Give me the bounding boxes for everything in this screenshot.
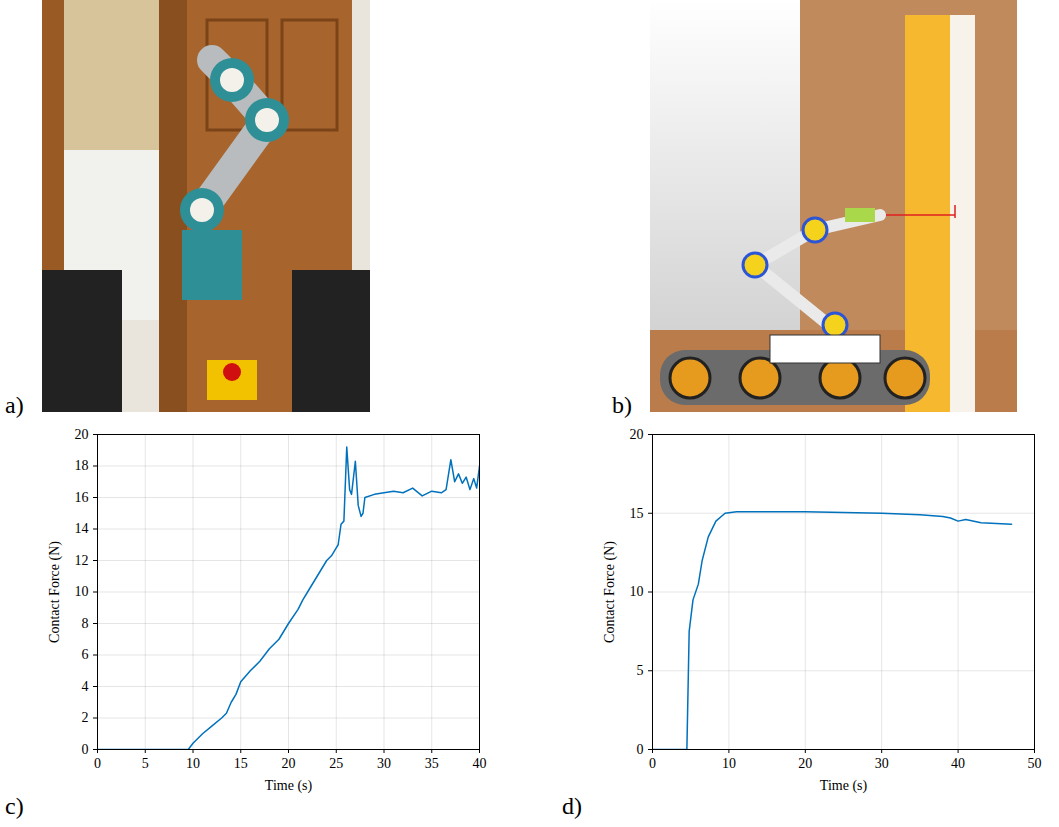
svg-text:12: 12 bbox=[75, 553, 89, 568]
svg-text:Time (s): Time (s) bbox=[265, 778, 313, 794]
svg-text:15: 15 bbox=[630, 506, 644, 521]
svg-text:5: 5 bbox=[142, 756, 149, 771]
svg-text:10: 10 bbox=[630, 584, 644, 599]
svg-text:15: 15 bbox=[234, 756, 248, 771]
svg-text:18: 18 bbox=[75, 458, 89, 473]
svg-text:0: 0 bbox=[94, 756, 101, 771]
html-text:a): a) bbox=[5, 392, 24, 418]
svg-text:20: 20 bbox=[798, 756, 812, 771]
svg-text:40: 40 bbox=[951, 756, 965, 771]
svg-text:0: 0 bbox=[637, 742, 644, 757]
svg-text:20: 20 bbox=[282, 756, 296, 771]
svg-text:30: 30 bbox=[377, 756, 391, 771]
svg-text:25: 25 bbox=[329, 756, 343, 771]
svg-text:2: 2 bbox=[82, 710, 89, 725]
svg-text:10: 10 bbox=[722, 756, 736, 771]
svg-text:30: 30 bbox=[875, 756, 889, 771]
html-text:d): d) bbox=[562, 793, 582, 819]
svg-text:0: 0 bbox=[82, 742, 89, 757]
svg-text:10: 10 bbox=[186, 756, 200, 771]
svg-text:0: 0 bbox=[649, 756, 656, 771]
svg-text:5: 5 bbox=[637, 663, 644, 678]
svg-text:20: 20 bbox=[75, 427, 89, 442]
svg-text:16: 16 bbox=[75, 490, 89, 505]
html-text:c): c) bbox=[5, 793, 24, 819]
svg-text:14: 14 bbox=[75, 521, 89, 536]
svg-text:35: 35 bbox=[425, 756, 439, 771]
svg-text:20: 20 bbox=[630, 427, 644, 442]
svg-text:40: 40 bbox=[473, 756, 487, 771]
svg-text:8: 8 bbox=[82, 616, 89, 631]
html-text:b): b) bbox=[612, 392, 632, 418]
svg-text:Contact Force (N): Contact Force (N) bbox=[602, 541, 618, 643]
svg-text:Contact Force (N): Contact Force (N) bbox=[47, 541, 63, 643]
svg-text:6: 6 bbox=[82, 647, 89, 662]
svg-text:4: 4 bbox=[82, 679, 89, 694]
svg-text:Time (s): Time (s) bbox=[820, 778, 868, 794]
svg-text:50: 50 bbox=[1028, 756, 1042, 771]
svg-text:10: 10 bbox=[75, 584, 89, 599]
